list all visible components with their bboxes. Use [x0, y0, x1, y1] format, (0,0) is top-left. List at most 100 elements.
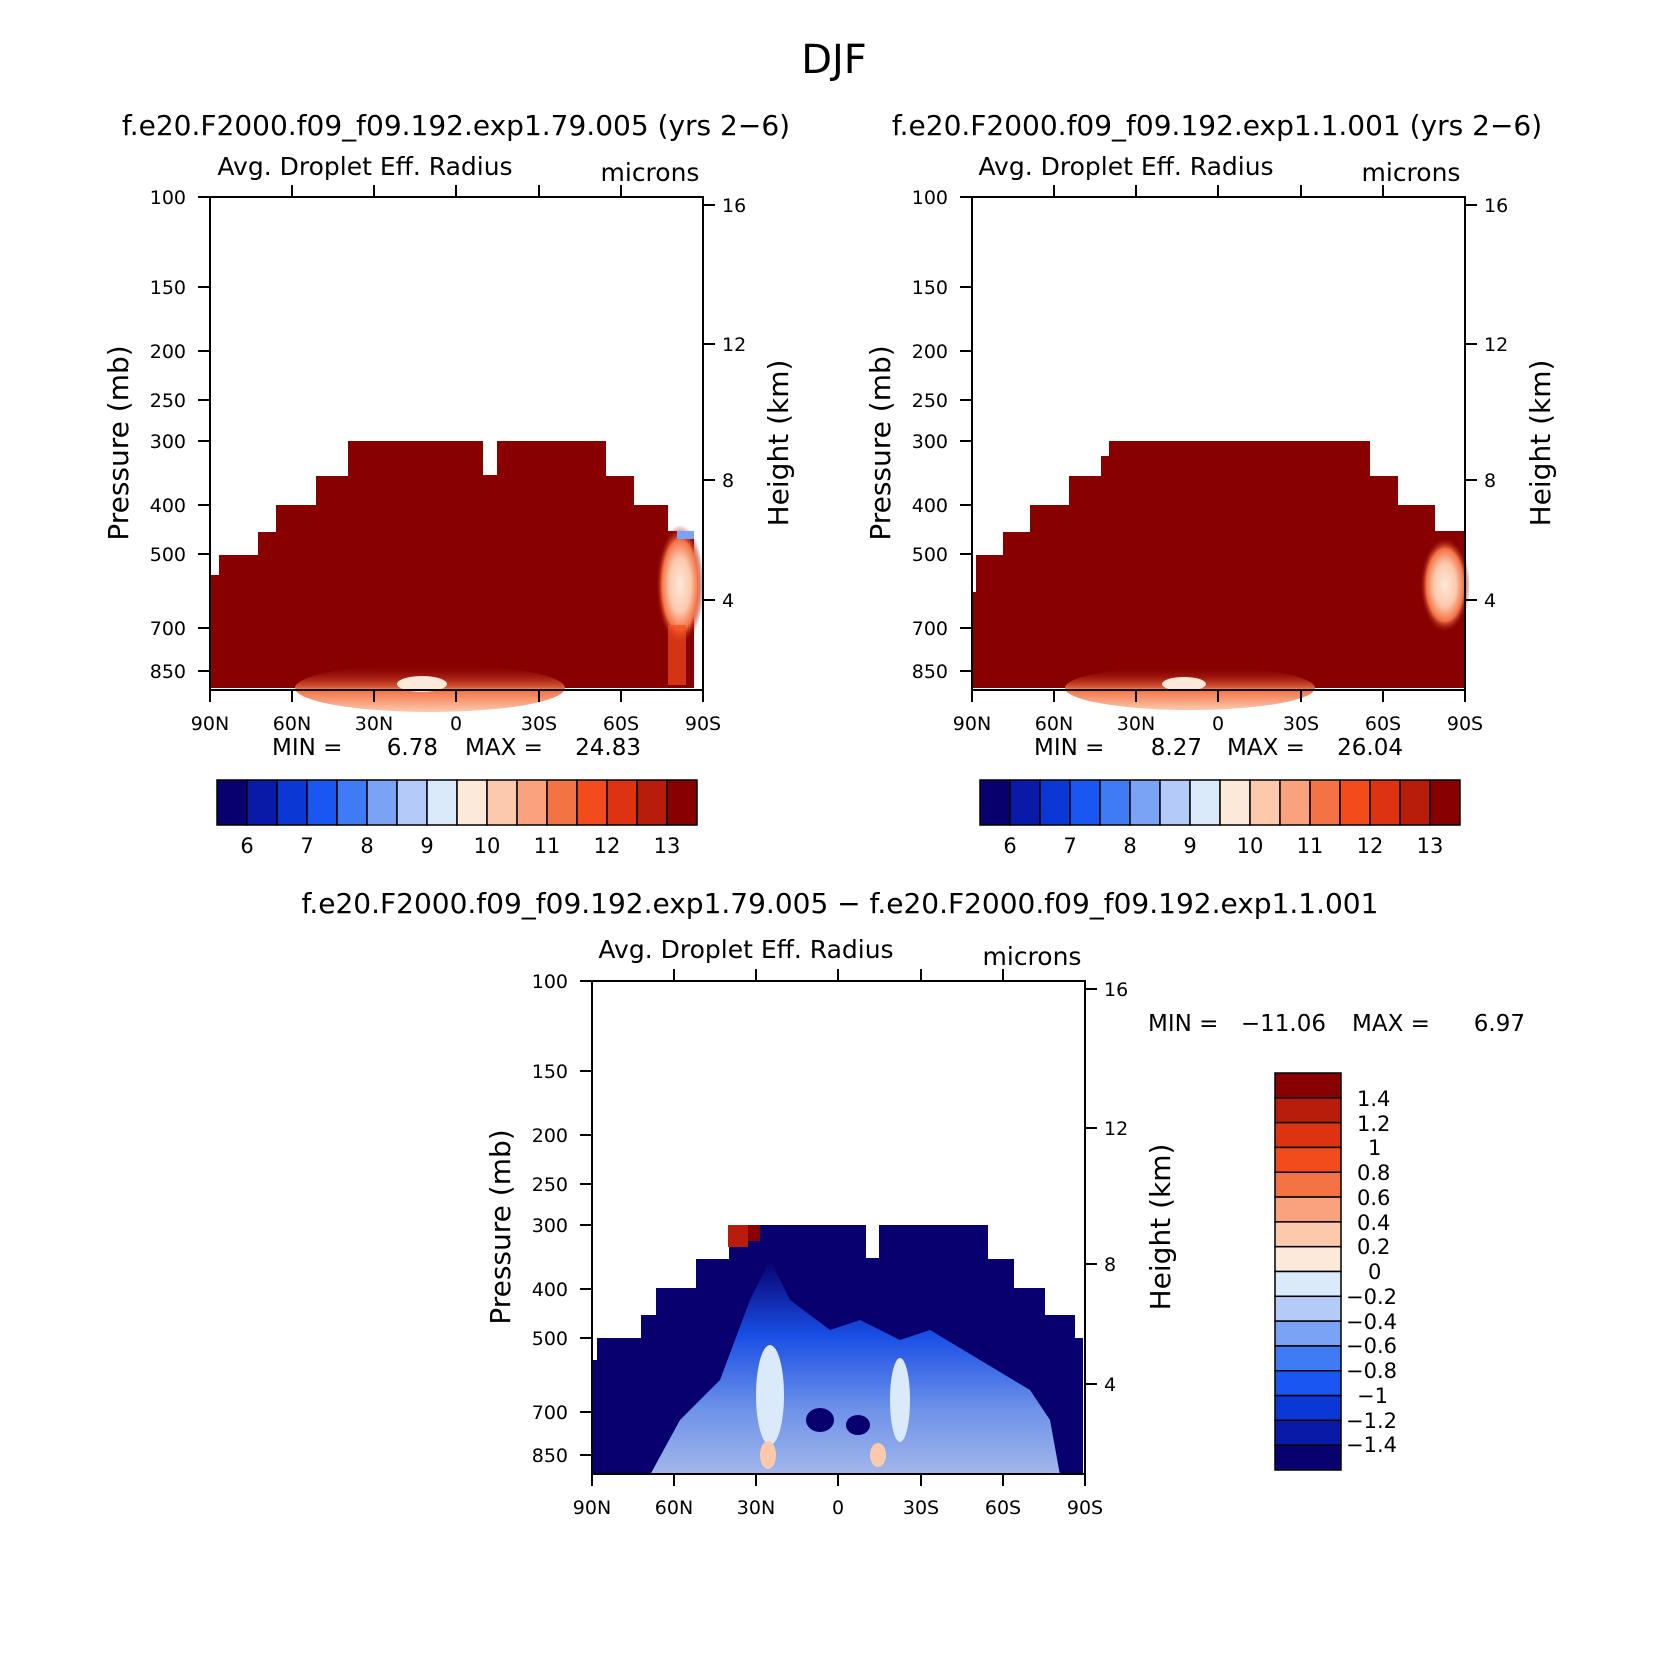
x-tick-label: 0: [1212, 713, 1224, 735]
colorbar-label: 13: [1417, 834, 1444, 858]
colorbar-swatch: [606, 779, 638, 826]
panel-2-variable: Avg. Droplet Eff. Radius: [978, 152, 1273, 181]
panel-1-ylabel: Pressure (mb): [102, 345, 135, 540]
colorbar-swatch: [306, 779, 338, 826]
colorbar-swatch: [1274, 1370, 1342, 1397]
colorbar-label: 1: [1368, 1136, 1381, 1160]
panel-2: f.e20.F2000.f09_f09.192.exp1.1.001 (yrs …: [864, 109, 1557, 858]
colorbar-label: 7: [300, 834, 313, 858]
colorbar-swatch: [666, 779, 698, 826]
panel-2-field: [971, 196, 1470, 710]
colorbar-swatch: [1274, 1121, 1342, 1149]
panel-3-colorbar: [1274, 1072, 1342, 1471]
panel-3-dark-spot: [806, 1408, 834, 1432]
colorbar-label: −0.8: [1346, 1359, 1397, 1383]
y2-tick-label: 12: [722, 334, 746, 356]
y-tick-label: 700: [150, 618, 186, 640]
colorbar-label: −0.2: [1346, 1285, 1397, 1309]
y-tick-label: 200: [532, 1125, 568, 1147]
y-tick-label: 100: [912, 187, 948, 209]
panel-3-min-value: −11.06: [1241, 1011, 1326, 1037]
colorbar-swatch: [636, 779, 668, 826]
panel-3-pale-patch: [756, 1345, 784, 1445]
y-tick-label: 250: [532, 1174, 568, 1196]
panel-3-red-spot: [748, 1225, 760, 1241]
colorbar-label: 0.8: [1357, 1161, 1390, 1185]
y-tick-label: 850: [912, 661, 948, 683]
panel-3-max-value: 6.97: [1474, 1011, 1525, 1037]
y-tick-label: 100: [532, 971, 568, 993]
colorbar-swatch: [1274, 1245, 1342, 1273]
x-tick-label: 30N: [737, 1497, 775, 1519]
y-tick-label: 300: [150, 431, 186, 453]
x-tick-label: 60N: [655, 1497, 693, 1519]
colorbar-label: 9: [420, 834, 433, 858]
y-tick-label: 150: [532, 1061, 568, 1083]
x-tick-label: 60S: [603, 713, 639, 735]
panel-2-floor-warm-core: [1162, 677, 1206, 691]
colorbar-swatch: [1069, 779, 1101, 826]
x-tick-label: 60S: [1365, 713, 1401, 735]
panel-1-axes: [198, 185, 715, 702]
x-tick-label: 0: [450, 713, 462, 735]
colorbar-swatch: [336, 779, 368, 826]
colorbar-swatch: [516, 779, 548, 826]
panel-3-y2label: Height (km): [1144, 1144, 1177, 1311]
colorbar-swatch: [1399, 779, 1431, 826]
y-tick-label: 250: [912, 390, 948, 412]
x-tick-label: 90N: [953, 713, 991, 735]
y2-tick-label: 16: [1104, 979, 1128, 1001]
colorbar-swatch: [1099, 779, 1131, 826]
x-tick-label: 90N: [573, 1497, 611, 1519]
colorbar-swatch: [546, 779, 578, 826]
y-tick-label: 700: [532, 1402, 568, 1424]
colorbar-swatch: [1219, 779, 1251, 826]
colorbar-label: 8: [360, 834, 373, 858]
y-tick-label: 400: [532, 1279, 568, 1301]
panel-3-units: microns: [983, 942, 1082, 971]
y2-tick-label: 16: [722, 195, 746, 217]
colorbar-label: 8: [1123, 834, 1136, 858]
colorbar-swatch: [1009, 779, 1041, 826]
colorbar-label: 12: [1357, 834, 1384, 858]
x-tick-label: 30S: [521, 713, 557, 735]
colorbar-swatch: [1189, 779, 1221, 826]
y2-tick-label: 12: [1484, 334, 1508, 356]
panel-2-units: microns: [1362, 158, 1461, 187]
colorbar-swatch: [366, 779, 398, 826]
colorbar-swatch: [979, 779, 1011, 826]
colorbar-swatch: [246, 779, 278, 826]
y-tick-label: 100: [150, 187, 186, 209]
colorbar-swatch: [1274, 1097, 1342, 1124]
colorbar-swatch: [1339, 779, 1371, 826]
panel-3-variable: Avg. Droplet Eff. Radius: [598, 935, 893, 964]
colorbar-label: 7: [1063, 834, 1076, 858]
panel-1-colorbar: [216, 779, 698, 826]
panel-3-min-label: MIN =: [1148, 1011, 1218, 1037]
x-tick-label: 30N: [1117, 713, 1155, 735]
colorbar-label: −0.6: [1346, 1334, 1397, 1358]
colorbar-swatch: [1274, 1444, 1342, 1471]
y-tick-label: 300: [912, 431, 948, 453]
colorbar-swatch: [1274, 1320, 1342, 1347]
panel-1-variable: Avg. Droplet Eff. Radius: [217, 152, 512, 181]
panel-2-case-title: f.e20.F2000.f09_f09.192.exp1.1.001 (yrs …: [892, 109, 1542, 142]
panel-2-y2label: Height (km): [1524, 360, 1557, 527]
colorbar-label: 13: [654, 834, 681, 858]
y-tick-label: 500: [912, 544, 948, 566]
panel-1-y2label: Height (km): [762, 360, 795, 527]
colorbar-label: 0: [1368, 1260, 1381, 1284]
colorbar-swatch: [456, 779, 488, 826]
colorbar-swatch: [1249, 779, 1281, 826]
x-tick-label: 30N: [355, 713, 393, 735]
colorbar-swatch: [576, 779, 608, 826]
colorbar-label: 9: [1183, 834, 1196, 858]
x-tick-label: 0: [832, 1497, 844, 1519]
panel-1: f.e20.F2000.f09_f09.192.exp1.79.005 (yrs…: [102, 109, 795, 858]
panel-2-max-value: 26.04: [1337, 735, 1403, 761]
colorbar-swatch: [426, 779, 458, 826]
colorbar-label: 0.6: [1357, 1186, 1390, 1210]
panel-3-red-spot: [728, 1225, 748, 1247]
panel-3-field: [591, 980, 1086, 1475]
y2-tick-label: 4: [1484, 590, 1496, 612]
